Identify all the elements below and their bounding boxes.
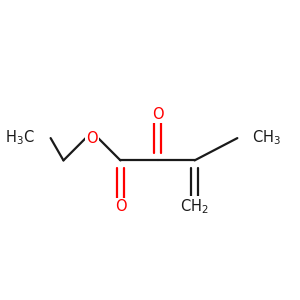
Text: H$_3$C: H$_3$C bbox=[5, 129, 35, 148]
Text: O: O bbox=[115, 199, 126, 214]
Text: O: O bbox=[86, 130, 98, 146]
Text: O: O bbox=[152, 107, 163, 122]
Text: CH$_2$: CH$_2$ bbox=[180, 197, 209, 216]
Text: CH$_3$: CH$_3$ bbox=[252, 129, 280, 148]
